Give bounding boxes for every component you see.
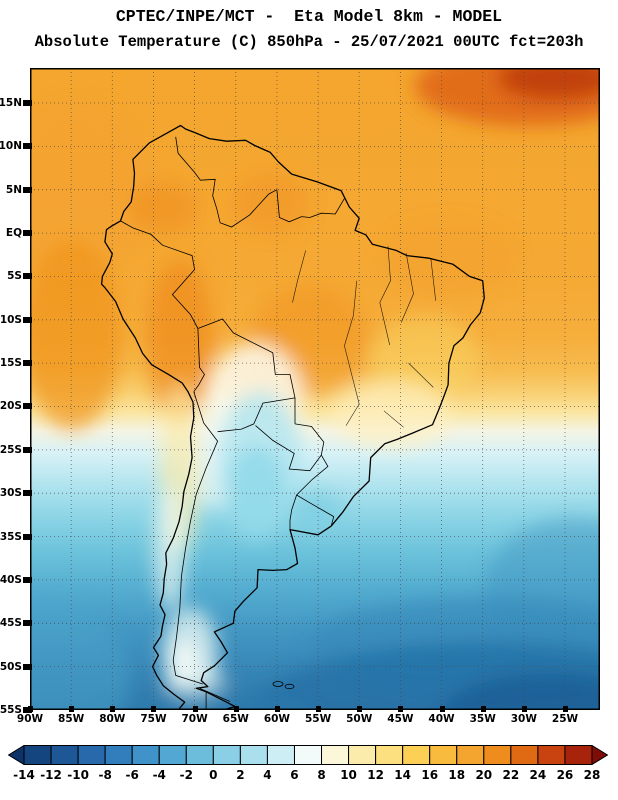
lat-label: 25S <box>0 443 22 456</box>
colorbar-tick-label: 4 <box>263 768 272 782</box>
lat-label: 15N <box>0 97 22 109</box>
colorbar-segment <box>510 745 539 765</box>
colorbar-segment <box>348 745 377 765</box>
lat-label: 35S <box>0 530 22 543</box>
colorbar-right-arrow <box>591 744 609 766</box>
islands <box>272 681 295 690</box>
colorbar-tick-label: 28 <box>583 768 601 782</box>
colorbar <box>7 744 609 766</box>
colorbar-tick-label: 22 <box>502 768 520 782</box>
colorbar-tick-label: 24 <box>529 768 547 782</box>
lat-label: 15S <box>0 357 22 370</box>
lon-label: 70W <box>181 713 208 725</box>
state-borders <box>292 246 436 428</box>
colorbar-segment <box>239 745 268 765</box>
lat-label: 50S <box>0 660 22 673</box>
colorbar-segment <box>293 745 323 765</box>
colorbar-segment <box>429 745 458 765</box>
chart-title-line2: Absolute Temperature (C) 850hPa - 25/07/… <box>34 33 584 51</box>
country-borders <box>120 136 345 710</box>
lon-label: 35W <box>469 713 496 725</box>
colorbar-tick-label: -14 <box>13 768 35 782</box>
lat-label: 5N <box>5 183 22 196</box>
colorbar-segment <box>212 745 241 765</box>
lat-label: 30S <box>0 487 22 500</box>
grid-lines <box>30 68 600 710</box>
lon-label: 60W <box>263 713 291 725</box>
colorbar-segment <box>131 745 160 765</box>
colorbar-segment <box>321 745 350 765</box>
colorbar-tick-label: 26 <box>556 768 574 782</box>
map-frame-border <box>30 68 600 710</box>
map-panel <box>30 68 600 711</box>
colorbar-svg <box>7 744 609 766</box>
chart-title-line1: CPTEC/INPE/MCT - Eta Model 8km - MODEL <box>115 7 503 26</box>
colorbar-tick-label: 2 <box>236 768 245 782</box>
colorbar-tick-label: 14 <box>394 768 411 782</box>
colorbar-segment <box>375 745 404 765</box>
colorbar-segment <box>50 745 79 765</box>
colorbar-tick-label: 6 <box>290 768 299 782</box>
lon-label: 90W <box>16 713 44 725</box>
colorbar-tick-label: 12 <box>367 768 384 782</box>
colorbar-segment <box>564 745 593 765</box>
colorbar-segment <box>158 745 187 765</box>
colorbar-segment <box>185 745 214 765</box>
lon-label: 55W <box>304 713 332 725</box>
lat-label: 20S <box>0 400 22 413</box>
lon-label: 45W <box>387 713 414 725</box>
colorbar-segment <box>483 745 512 765</box>
lon-label: 50W <box>346 713 373 725</box>
lon-label: 85W <box>58 713 85 725</box>
lon-label: 25W <box>551 713 579 725</box>
colorbar-segment <box>456 745 485 765</box>
lon-label: 80W <box>99 713 126 725</box>
lon-label: 75W <box>140 713 167 725</box>
colorbar-tick-label: 0 <box>209 768 218 782</box>
lat-label: EQ <box>5 227 22 240</box>
lat-label: 45S <box>0 617 22 630</box>
colorbar-segment <box>23 745 52 765</box>
lat-label: 40S <box>0 573 22 586</box>
colorbar-tick-label: -2 <box>179 768 193 782</box>
colorbar-tick-label: -6 <box>125 768 139 782</box>
colorbar-tick-label: -12 <box>40 768 62 782</box>
colorbar-tick-label: 10 <box>340 768 357 782</box>
colorbar-tick-label: 8 <box>317 768 326 782</box>
lat-label: 10S <box>0 313 22 326</box>
colorbar-segment <box>77 745 106 765</box>
colorbar-tick-label: 20 <box>475 768 493 782</box>
colorbar-tick-label: 16 <box>421 768 439 782</box>
colorbar-left-arrow <box>7 744 25 766</box>
colorbar-tick-label: 18 <box>448 768 466 782</box>
temperature-field <box>30 68 600 710</box>
coastline <box>100 124 485 711</box>
lon-label: 40W <box>428 713 455 725</box>
south-america-temperature-map <box>30 68 600 711</box>
colorbar-segment <box>266 745 295 765</box>
lon-label: 30W <box>510 713 537 725</box>
lat-label: 55S <box>0 703 22 716</box>
colorbar-tick-label: -4 <box>152 768 166 782</box>
colorbar-tick-label: -10 <box>67 768 89 782</box>
lon-label: 65W <box>222 713 249 725</box>
colorbar-segment <box>104 745 133 765</box>
colorbar-tick-label: -8 <box>98 768 112 782</box>
lat-label: 10N <box>0 140 22 153</box>
colorbar-segment <box>402 745 431 765</box>
lat-label: 5S <box>7 270 22 283</box>
colorbar-segment <box>537 745 566 765</box>
